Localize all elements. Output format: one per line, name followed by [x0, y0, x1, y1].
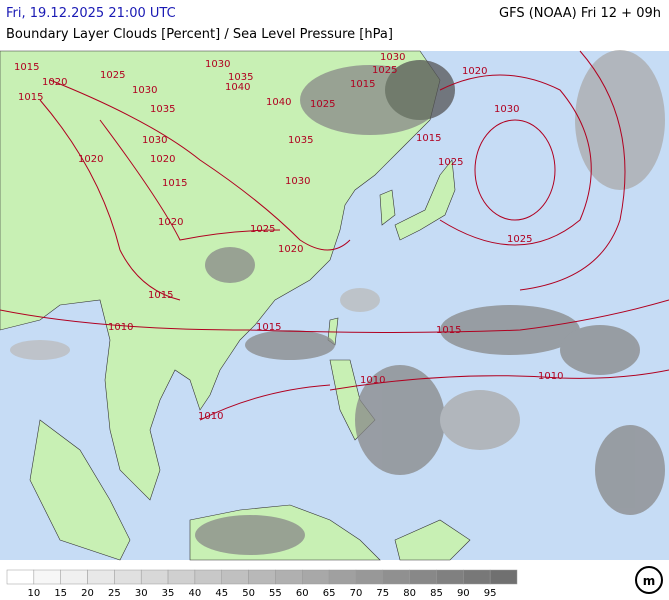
isobar-label: 1030 — [132, 85, 157, 96]
legend-swatch — [33, 569, 61, 585]
isobar-label: 1010 — [108, 322, 133, 333]
legend-swatch — [221, 569, 249, 585]
legend-label: 30 — [135, 588, 148, 599]
isobar-label: 1030 — [494, 104, 519, 115]
legend-label: 60 — [296, 588, 309, 599]
legend-swatch — [409, 569, 437, 585]
legend-swatch — [114, 569, 142, 585]
legend-label: 70 — [350, 588, 363, 599]
isobar-label: 1015 — [416, 133, 441, 144]
legend-swatch — [194, 569, 222, 585]
isobar-label: 1010 — [360, 375, 385, 386]
legend-label: 95 — [484, 588, 497, 599]
legend-swatch — [167, 569, 196, 585]
isobar-label: 1020 — [278, 244, 303, 255]
isobar-label: 1015 — [256, 322, 281, 333]
legend-swatch — [302, 569, 330, 585]
isobar-label: 1030 — [380, 52, 405, 63]
isobar-label: 1020 — [42, 77, 67, 88]
legend-swatch — [328, 569, 357, 585]
isobar-label: 1030 — [142, 135, 167, 146]
logo — [635, 566, 663, 594]
legend-label: 75 — [376, 588, 389, 599]
isobar-label: 1025 — [310, 99, 335, 110]
map-title: Boundary Layer Clouds [Percent] / Sea Le… — [6, 27, 393, 42]
isobar-label: 1020 — [462, 66, 487, 77]
legend-label: 85 — [430, 588, 443, 599]
isobar-label: 1015 — [350, 79, 375, 90]
legend-swatch — [463, 569, 491, 585]
isobar-label: 1025 — [100, 70, 125, 81]
isobar-label: 1030 — [285, 176, 310, 187]
legend-label: 50 — [242, 588, 255, 599]
legend-swatch — [489, 569, 518, 585]
legend-label: 90 — [457, 588, 470, 599]
isobar-label: 1025 — [438, 157, 463, 168]
isobar-label: 1025 — [372, 65, 397, 76]
isobar-label: 1015 — [14, 62, 39, 73]
legend-label: 35 — [162, 588, 175, 599]
legend-label: 25 — [108, 588, 121, 599]
isobars — [0, 50, 669, 421]
legend-label: 20 — [81, 588, 94, 599]
clouds — [10, 50, 665, 555]
isobar-label: 1035 — [228, 72, 253, 83]
logo-mark: m — [643, 574, 656, 588]
legend-label: 15 — [54, 588, 67, 599]
legend-label: 65 — [323, 588, 336, 599]
isobar-label: 1040 — [225, 82, 250, 93]
legend-label: 45 — [215, 588, 228, 599]
isobar-label: 1010 — [198, 411, 223, 422]
legend-label: 10 — [27, 588, 40, 599]
legend-label: 40 — [189, 588, 202, 599]
isobar-label: 1035 — [288, 135, 313, 146]
isobar-label: 1015 — [148, 290, 173, 301]
legend-swatch — [275, 569, 303, 585]
legend-label: 80 — [403, 588, 416, 599]
legend-label: 55 — [269, 588, 282, 599]
isobar-label: 1040 — [266, 97, 291, 108]
isobar-label: 1020 — [158, 217, 183, 228]
legend-swatch — [87, 569, 115, 585]
isobar-label: 1035 — [150, 104, 175, 115]
legend-swatch — [436, 569, 464, 585]
isobar-label: 1015 — [436, 325, 461, 336]
isobar-label: 1010 — [538, 371, 563, 382]
isobar-label: 1015 — [18, 92, 43, 103]
isobar-label: 1030 — [205, 59, 230, 70]
legend-swatch — [355, 569, 384, 585]
legend-swatch — [6, 569, 35, 585]
isobar-label: 1025 — [250, 224, 275, 235]
isobar-label: 1020 — [78, 154, 103, 165]
legend-swatch — [248, 569, 276, 585]
isobar-label: 1025 — [507, 234, 532, 245]
legend-swatch — [382, 569, 410, 585]
legend-swatch — [60, 569, 88, 585]
isobar-label: 1015 — [162, 178, 187, 189]
model-run: GFS (NOAA) Fri 12 + 09h — [499, 6, 661, 21]
datetime: Fri, 19.12.2025 21:00 UTC — [6, 6, 176, 21]
isobar-label: 1020 — [150, 154, 175, 165]
legend-swatch — [140, 569, 169, 585]
